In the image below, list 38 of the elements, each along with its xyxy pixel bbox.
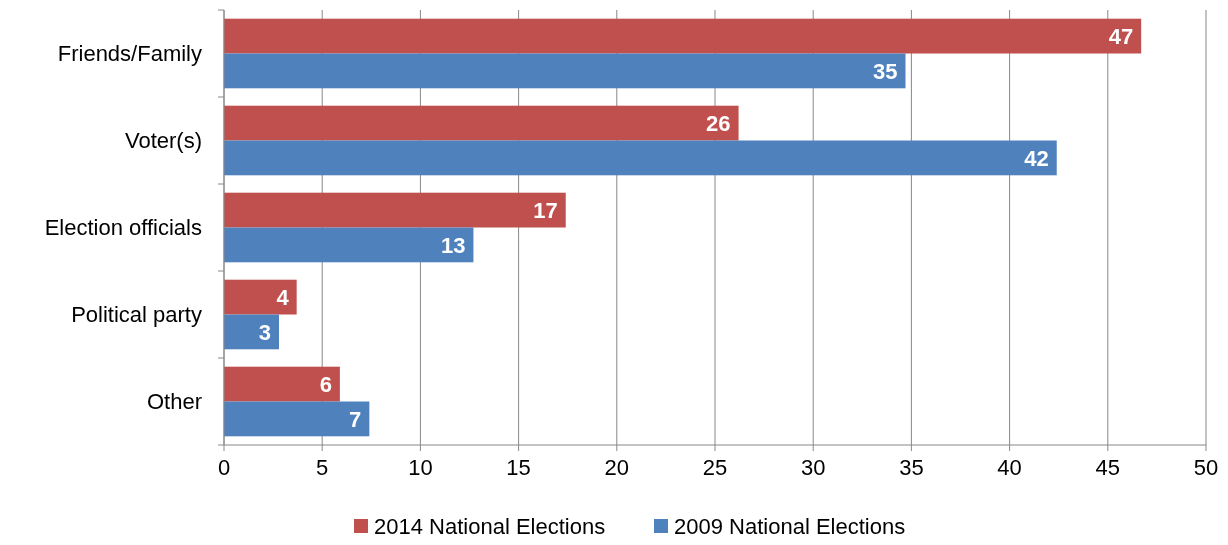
x-tick-label: 40	[997, 455, 1022, 480]
bar	[224, 401, 370, 437]
x-tick-label: 30	[800, 455, 826, 480]
bar	[224, 18, 1142, 54]
y-tick-label: Other	[146, 389, 202, 415]
data-label: 42	[1024, 145, 1049, 171]
data-label: 26	[706, 110, 731, 136]
x-tick-label: 0	[217, 455, 231, 480]
y-tick-label: Political party	[71, 302, 202, 328]
x-tick-label: 15	[506, 455, 531, 480]
bar	[224, 192, 566, 228]
y-tick-label: Voter(s)	[124, 128, 202, 154]
x-tick-label: 5	[316, 455, 329, 480]
data-label: 7	[349, 406, 362, 432]
data-label: 3	[258, 319, 271, 345]
x-tick-label: 45	[1095, 455, 1121, 480]
bar	[224, 140, 1057, 176]
y-tick-label: Election officials	[44, 215, 202, 241]
legend-label: 2014 National Elections	[374, 513, 606, 539]
legend-label: 2009 National Elections	[674, 513, 906, 539]
x-tick-label: 25	[702, 455, 728, 480]
bar	[224, 105, 739, 141]
bar	[224, 53, 906, 89]
bar	[224, 314, 279, 350]
x-tick-label: 35	[899, 455, 924, 480]
data-label: 35	[873, 58, 898, 84]
bar	[224, 279, 297, 315]
bar	[224, 227, 474, 263]
bar	[224, 366, 340, 402]
x-tick-label: 20	[604, 455, 630, 480]
data-label: 13	[440, 232, 466, 258]
data-label: 47	[1108, 23, 1134, 49]
x-tick-label: 50	[1193, 455, 1219, 480]
data-label: 17	[533, 197, 558, 223]
data-label: 6	[319, 371, 332, 397]
x-tick-label: 10	[408, 455, 433, 480]
y-tick-label: Friends/Family	[57, 41, 202, 67]
data-label: 4	[276, 284, 290, 310]
